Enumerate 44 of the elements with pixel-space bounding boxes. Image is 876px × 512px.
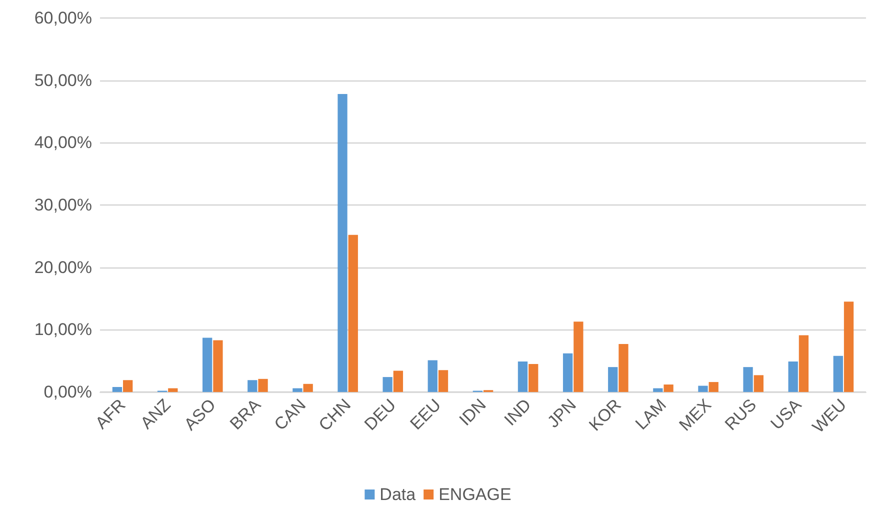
legend-label: Data [380,485,416,504]
bar [788,361,798,392]
y-tick-label: 60,00% [34,8,92,28]
bar [664,384,674,392]
x-tick-label: IND [500,395,535,430]
bar [303,384,313,392]
y-tick-label: 0,00% [44,382,92,402]
bar [743,367,753,392]
bar [123,380,133,392]
bar [428,360,438,392]
y-tick-label: 10,00% [34,320,92,340]
x-tick-label: USA [766,394,806,434]
bar [518,361,528,392]
bar [348,234,358,392]
legend-label: ENGAGE [438,485,512,504]
y-tick-label: 20,00% [34,258,92,277]
bar [833,356,843,392]
bar [202,338,212,392]
x-tick-label: BRA [226,394,265,434]
bar [653,388,663,392]
bar [168,388,178,392]
bar [258,378,268,392]
bar [528,364,538,392]
bar [844,302,854,392]
bar [562,353,573,392]
bar [618,344,628,392]
bar [382,377,392,392]
bar [213,340,223,392]
y-tick-label: 40,00% [34,133,92,152]
bar [754,375,764,392]
y-tick-label: 50,00% [34,70,92,90]
bar [248,380,258,392]
bar [574,322,584,392]
bar [708,382,718,392]
bar [338,94,348,392]
bar [112,387,122,392]
bar [393,370,404,392]
bar [798,335,809,392]
y-tick-label: 30,00% [34,196,92,214]
bar [438,370,448,392]
bar [608,367,618,392]
bar [292,388,302,392]
bar [698,386,708,392]
x-tick-label: IDN [456,395,490,430]
